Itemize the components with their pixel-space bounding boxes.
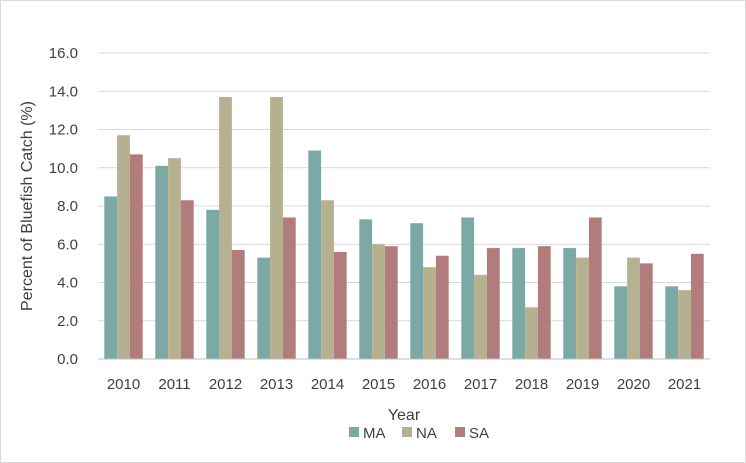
legend-swatch-sa [455,427,465,437]
bar-sa-2017 [486,248,500,359]
bar-na-2011 [168,158,181,359]
y-tick-label: 14.0 [49,83,78,100]
x-tick-label: 2014 [311,376,344,393]
y-axis-title: Percent of Bluefish Catch (%) [19,101,36,311]
bar-sa-2011 [180,200,194,359]
bar-ma-2013 [257,257,271,359]
y-tick-label: 10.0 [49,160,78,177]
x-tick-label: 2013 [260,376,293,393]
y-tick-label: 4.0 [57,275,78,292]
bar-ma-2011 [155,165,169,359]
bar-sa-2014 [333,251,347,359]
bar-ma-2014 [308,150,322,359]
bar-ma-2020 [614,286,628,359]
bars [104,96,704,360]
bar-ma-2016 [410,223,424,359]
x-tick-label: 2011 [158,376,190,393]
bar-ma-2012 [206,209,220,359]
x-tick-label: 2015 [362,376,395,393]
bar-sa-2018 [537,246,551,359]
legend-label-ma: MA [363,425,386,442]
legend-label-na: NA [416,425,437,442]
y-tick-label: 12.0 [49,122,78,139]
bar-na-2021 [678,290,691,359]
bar-na-2010 [117,135,130,359]
bar-na-2019 [576,257,589,359]
bar-na-2014 [321,200,334,359]
legend: MA NA SA [349,425,489,442]
legend-swatch-na [402,427,412,437]
y-axis-ticks: 0.0 2.0 4.0 6.0 8.0 10.0 12.0 14.0 16.0 [49,45,78,368]
bar-sa-2015 [384,246,398,359]
bar-sa-2016 [435,255,449,359]
y-tick-label: 6.0 [57,236,78,253]
y-tick-label: 0.0 [57,351,78,368]
x-tick-label: 2012 [209,376,242,393]
x-axis-title: Year [388,407,421,424]
x-tick-label: 2017 [464,376,497,393]
bar-ma-2017 [461,217,475,359]
x-tick-label: 2021 [668,376,701,393]
bar-ma-2019 [563,248,577,359]
y-tick-label: 8.0 [57,198,78,215]
bar-sa-2019 [588,217,602,359]
x-tick-label: 2016 [413,376,446,393]
x-tick-label: 2020 [617,376,650,393]
bar-sa-2010 [129,154,143,359]
x-tick-label: 2018 [515,376,548,393]
bar-sa-2013 [282,217,296,359]
bar-na-2018 [525,307,538,359]
bar-na-2013 [270,96,283,360]
legend-label-sa: SA [469,425,489,442]
y-tick-label: 2.0 [57,313,78,330]
gridlines [98,52,710,322]
bar-sa-2021 [690,253,704,359]
bar-ma-2021 [665,286,679,359]
x-tick-label: 2019 [566,376,599,393]
x-axis-ticks: 2010 2011 2012 2013 2014 2015 2016 2017 2018 2019… [107,376,701,393]
bar-ma-2010 [104,196,118,359]
bar-sa-2012 [231,249,245,359]
bar-na-2020 [627,257,640,359]
bar-na-2012 [219,96,232,360]
bar-ma-2015 [359,219,373,359]
bar-ma-2018 [512,248,526,359]
bar-na-2015 [372,244,385,359]
x-tick-label: 2010 [107,376,140,393]
legend-swatch-ma [349,427,359,437]
bar-sa-2020 [639,263,653,359]
bar-na-2017 [474,274,487,359]
bar-na-2016 [423,267,436,359]
y-tick-label: 16.0 [49,45,78,62]
